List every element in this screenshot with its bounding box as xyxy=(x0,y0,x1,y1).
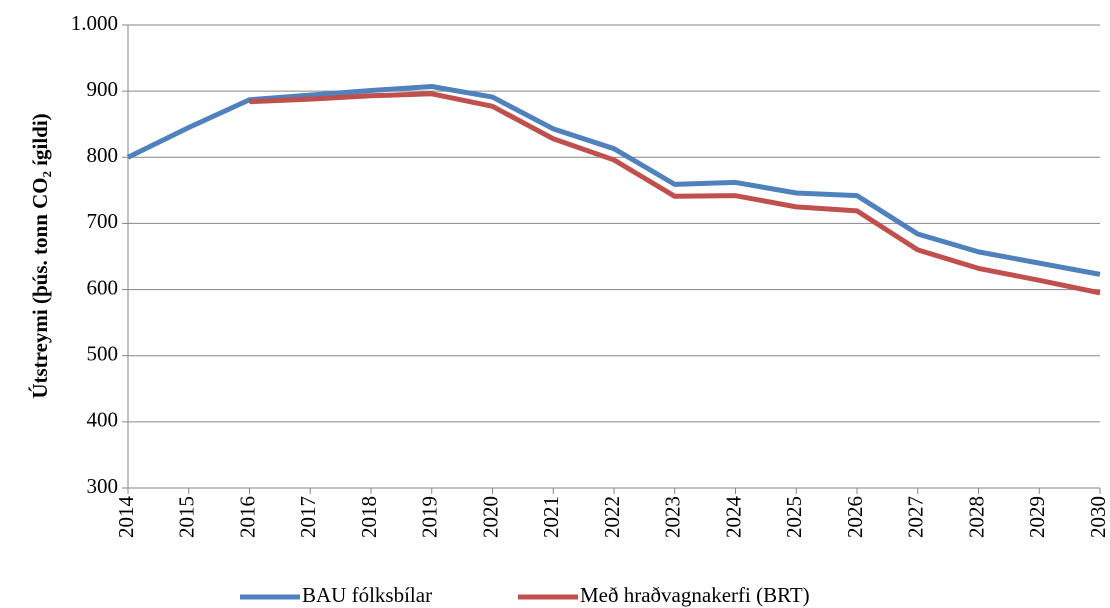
y-tick-label: 300 xyxy=(87,474,119,498)
x-tick-label: 2025 xyxy=(782,496,806,538)
x-tick-label: 2027 xyxy=(904,496,928,538)
y-tick-label: 900 xyxy=(87,77,119,101)
y-tick-label: 400 xyxy=(87,408,119,432)
x-tick-label: 2029 xyxy=(1025,496,1049,538)
x-tick-label: 2021 xyxy=(539,496,563,538)
x-tick-label: 2023 xyxy=(661,496,685,538)
x-tick-label: 2019 xyxy=(418,496,442,538)
y-axis-label: Útstreymi (þús. tonn CO₂ ígildi) xyxy=(28,113,52,398)
x-tick-label: 2016 xyxy=(235,496,259,538)
y-tick-label: 800 xyxy=(87,143,119,167)
x-tick-label: 2020 xyxy=(478,496,502,538)
x-tick-label: 2024 xyxy=(721,496,745,539)
x-tick-label: 2017 xyxy=(296,496,320,538)
y-tick-label: 600 xyxy=(87,275,119,299)
x-tick-label: 2022 xyxy=(600,496,624,538)
x-tick-label: 2018 xyxy=(357,496,381,538)
y-tick-label: 700 xyxy=(87,209,119,233)
y-tick-label: 1.000 xyxy=(71,11,118,35)
series-line xyxy=(126,84,1101,277)
x-tick-label: 2015 xyxy=(175,496,199,538)
y-tick-label: 500 xyxy=(87,342,119,366)
legend-label: BAU fólksbílar xyxy=(302,583,432,607)
x-tick-label: 2026 xyxy=(843,496,867,538)
x-tick-label: 2028 xyxy=(964,496,988,538)
series-line xyxy=(249,91,1101,296)
legend-label: Með hraðvagnakerfi (BRT) xyxy=(580,583,810,607)
x-tick-label: 2030 xyxy=(1086,496,1110,538)
x-tick-label: 2014 xyxy=(114,496,138,539)
